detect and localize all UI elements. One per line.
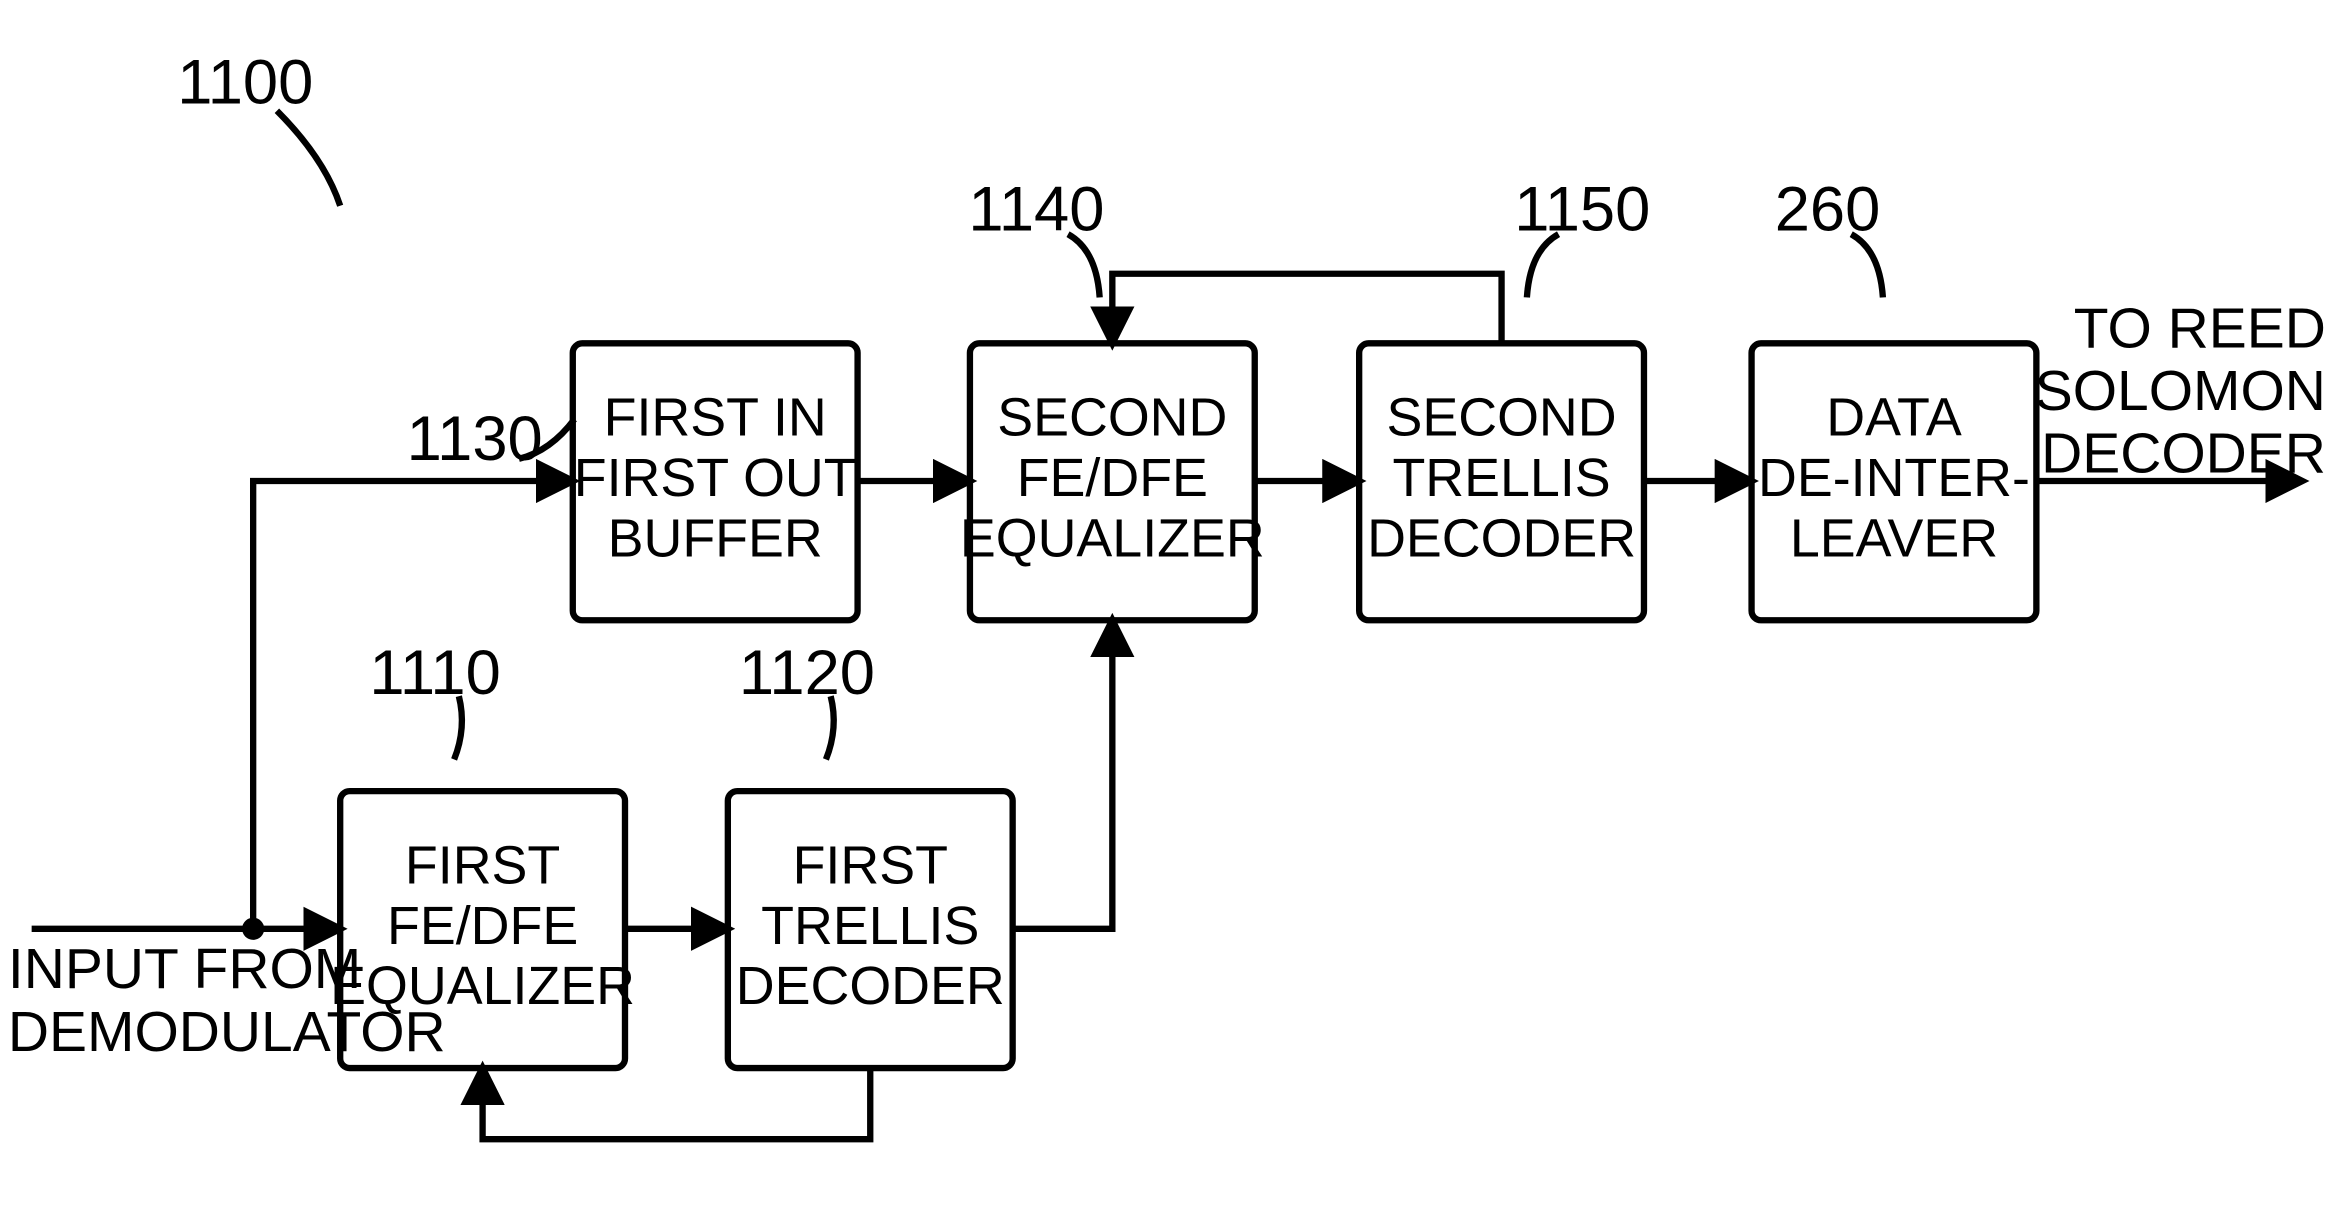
block-diagram: FIRST INFIRST OUTBUFFERSECONDFE/DFEEQUAL… bbox=[0, 0, 2337, 1196]
block-deintlv-label-0: DATA bbox=[1826, 388, 1962, 448]
edge-td2-fb-eq2 bbox=[1112, 274, 1501, 344]
block-eq2-label-2: EQUALIZER bbox=[960, 508, 1265, 568]
output-label-0: TO REED bbox=[2074, 296, 2326, 360]
block-fifo-label-1: FIRST OUT bbox=[574, 448, 857, 508]
input-label-1: DEMODULATOR bbox=[8, 1000, 446, 1064]
block-td1-label-0: FIRST bbox=[793, 836, 948, 896]
ref-td2: 1150 bbox=[1514, 174, 1650, 244]
block-eq1-label-0: FIRST bbox=[405, 836, 560, 896]
output-label-2: DECODER bbox=[2041, 422, 2326, 486]
ref-eq1: 1110 bbox=[369, 638, 500, 708]
edge-td1-eq2 bbox=[1013, 620, 1113, 929]
block-eq1-label-1: FE/DFE bbox=[387, 896, 578, 956]
block-td2-label-2: DECODER bbox=[1367, 508, 1636, 568]
block-fifo: FIRST INFIRST OUTBUFFER bbox=[573, 343, 858, 620]
edge-td1-fb-eq1 bbox=[483, 1068, 871, 1139]
ref-deintlv: 260 bbox=[1775, 174, 1881, 244]
block-td1: FIRSTTRELLISDECODER bbox=[728, 791, 1013, 1068]
ref-eq2: 1140 bbox=[968, 174, 1104, 244]
block-eq2-label-0: SECOND bbox=[997, 388, 1227, 448]
figure-ref-tail bbox=[277, 111, 340, 206]
block-td2: SECONDTRELLISDECODER bbox=[1359, 343, 1644, 620]
block-td1-label-2: DECODER bbox=[736, 956, 1005, 1016]
ref-td1: 1120 bbox=[739, 638, 875, 708]
output-label-1: SOLOMON bbox=[2035, 359, 2326, 423]
block-td2-label-0: SECOND bbox=[1387, 388, 1617, 448]
block-eq2: SECONDFE/DFEEQUALIZER bbox=[960, 343, 1265, 620]
input-label-0: INPUT FROM bbox=[8, 937, 361, 1001]
block-deintlv-label-2: LEAVER bbox=[1790, 508, 1998, 568]
block-eq2-label-1: FE/DFE bbox=[1017, 448, 1208, 508]
block-deintlv-label-1: DE-INTER- bbox=[1758, 448, 2030, 508]
block-fifo-label-0: FIRST IN bbox=[604, 388, 827, 448]
figure-ref: 1100 bbox=[177, 48, 313, 118]
ref-fifo: 1130 bbox=[407, 404, 543, 474]
block-deintlv: DATADE-INTER-LEAVER bbox=[1752, 343, 2037, 620]
block-td1-label-1: TRELLIS bbox=[761, 896, 979, 956]
block-fifo-label-2: BUFFER bbox=[608, 508, 823, 568]
block-td2-label-1: TRELLIS bbox=[1392, 448, 1610, 508]
